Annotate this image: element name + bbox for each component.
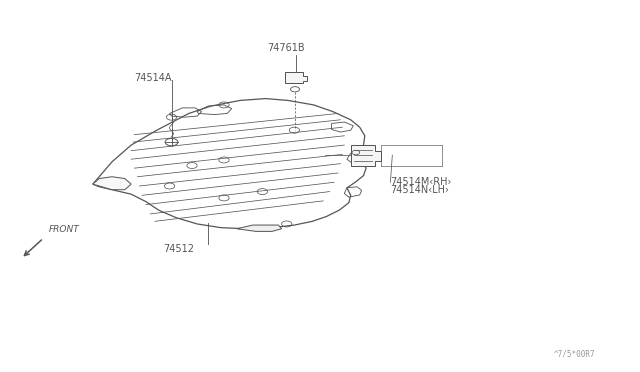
Polygon shape (285, 72, 307, 83)
Polygon shape (351, 145, 381, 166)
Text: 74514M‹RH›: 74514M‹RH› (390, 177, 452, 187)
Text: FRONT: FRONT (49, 225, 79, 234)
Text: 74761B: 74761B (268, 44, 305, 53)
Polygon shape (93, 99, 366, 229)
Text: 74514N‹LH›: 74514N‹LH› (390, 186, 449, 195)
Polygon shape (237, 225, 282, 231)
Text: 74514A: 74514A (134, 73, 172, 83)
Polygon shape (93, 177, 131, 190)
Text: ^7/5*00R7: ^7/5*00R7 (554, 350, 595, 359)
Text: 74512: 74512 (163, 244, 194, 254)
